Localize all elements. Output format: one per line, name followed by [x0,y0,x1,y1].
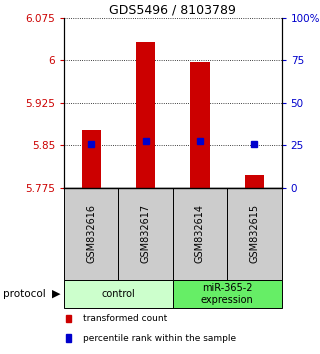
Bar [227,188,282,280]
Bar [118,188,173,280]
Text: GSM832616: GSM832616 [86,204,96,263]
Bar [64,188,118,280]
Bar [82,130,101,188]
Text: miR-365-2
expression: miR-365-2 expression [201,283,253,305]
Title: GDS5496 / 8103789: GDS5496 / 8103789 [109,4,236,17]
Bar [64,280,173,308]
Text: control: control [101,289,135,299]
Bar [173,188,227,280]
Bar [245,175,264,188]
Text: ▶: ▶ [52,289,60,299]
Text: transformed count: transformed count [83,314,167,323]
Bar [173,280,282,308]
Text: GSM832614: GSM832614 [195,204,205,263]
Text: GSM832615: GSM832615 [249,204,260,263]
Text: percentile rank within the sample: percentile rank within the sample [83,333,236,343]
Bar [136,42,155,188]
Bar [190,62,210,188]
Text: protocol: protocol [3,289,46,299]
Text: GSM832617: GSM832617 [140,204,151,263]
